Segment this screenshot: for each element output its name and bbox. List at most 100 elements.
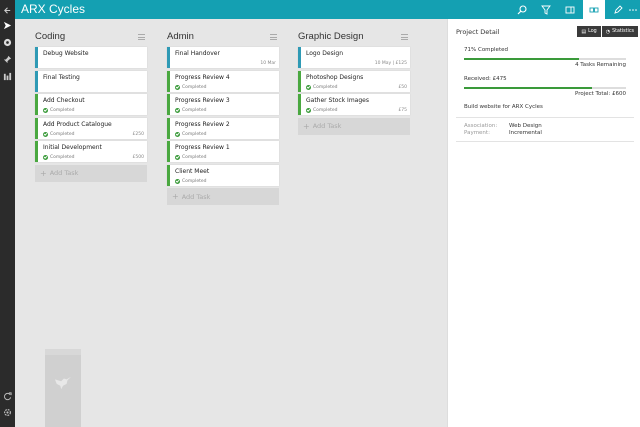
task-title: Add Product Catalogue [43, 120, 112, 128]
check-icon [175, 155, 180, 160]
task-title: Progress Review 2 [175, 120, 230, 128]
association-label: Association: [464, 123, 498, 129]
task-status: Completed [175, 155, 207, 160]
task-card[interactable]: Logo Design 10 May | £125 [298, 47, 410, 68]
panel-title: Project Detail [456, 28, 500, 36]
task-title: Initial Development [43, 144, 102, 151]
completed-text: 71% Completed [464, 47, 508, 53]
check-icon [43, 108, 48, 113]
check-icon [43, 131, 48, 137]
check-icon [175, 131, 180, 137]
task-card[interactable]: Progress Review 2 Completed [167, 117, 279, 139]
task-title: Add Checkout [43, 97, 85, 104]
task-status: Completed [43, 155, 75, 160]
task-title: Final Testing [43, 73, 80, 81]
divider [456, 141, 634, 142]
task-status: Completed [43, 131, 75, 137]
left-rail [0, 0, 15, 427]
record-icon[interactable] [0, 35, 15, 49]
column-admin: Admin Final Handover 10 Mar Progress Rev… [167, 31, 279, 205]
task-title: Photoshop Designs [306, 73, 364, 81]
app-title: ARX Cycles [21, 2, 86, 16]
task-card[interactable]: Progress Review 1 Completed [167, 141, 279, 162]
check-icon [175, 84, 180, 90]
task-title: Progress Review 4 [175, 73, 230, 81]
task-card[interactable]: Final Testing [35, 70, 147, 92]
task-card[interactable]: Initial Development Completed £500 [35, 141, 147, 162]
column-title: Graphic Design [298, 31, 364, 42]
log-button[interactable]: ▤ Log [577, 26, 601, 37]
task-meta: 10 Mar [260, 61, 276, 66]
divider [456, 117, 634, 118]
task-card[interactable]: Progress Review 3 Completed [167, 94, 279, 115]
add-task-button[interactable]: + Add Task [298, 117, 410, 135]
back-arrow-icon[interactable] [0, 3, 15, 17]
tasks-remaining-text: 4 Tasks Remaining [575, 62, 626, 68]
received-text: Received: £475 [464, 76, 507, 82]
task-card[interactable]: Add Checkout Completed [35, 94, 147, 115]
task-card[interactable]: Gather Stock Images Completed £75 [298, 94, 410, 115]
task-status: Completed [175, 84, 207, 90]
kanban-board: Coding Debug Website Final Testing Add C… [15, 19, 447, 427]
statistics-icon: ◔ [605, 28, 611, 35]
task-card[interactable]: Client Meet Completed [167, 164, 279, 186]
expand-icon[interactable] [559, 0, 581, 19]
log-icon: ▤ [581, 28, 587, 35]
task-card[interactable]: Debug Website [35, 47, 147, 68]
task-title: Client Meet [175, 167, 210, 175]
task-meta: 10 May | £125 [374, 61, 407, 66]
settings-icon[interactable] [0, 405, 15, 419]
column-menu-icon[interactable] [401, 34, 408, 40]
more-icon[interactable] [625, 0, 640, 19]
column-menu-icon[interactable] [270, 34, 277, 40]
task-title: Debug Website [43, 50, 89, 57]
project-description: Build website for ARX Cycles [464, 104, 543, 110]
pin-icon[interactable] [0, 52, 15, 66]
task-title: Progress Review 3 [175, 97, 230, 104]
send-icon[interactable] [0, 18, 15, 32]
statistics-button[interactable]: ◔ Statistics [601, 26, 638, 37]
bar-chart-icon[interactable] [0, 69, 15, 83]
payment-label: Payment: [464, 130, 490, 136]
column-title: Coding [35, 31, 66, 42]
task-card[interactable]: Final Handover 10 Mar [167, 47, 279, 68]
task-status: Completed [175, 131, 207, 137]
task-status: Completed [43, 108, 75, 113]
check-icon [175, 178, 180, 184]
column-coding: Coding Debug Website Final Testing Add C… [35, 31, 147, 182]
add-task-button[interactable]: + Add Task [167, 188, 279, 205]
filter-icon[interactable] [535, 0, 557, 19]
payment-progress-bar [464, 87, 626, 89]
task-title: Progress Review 1 [175, 144, 230, 151]
task-meta: £75 [398, 108, 407, 113]
association-value: Web Design [509, 123, 542, 129]
project-detail-panel: Project Detail ▤ Log ◔ Statistics 71% Comp… [447, 19, 640, 427]
task-status: Completed [306, 84, 338, 90]
plus-icon: + [303, 121, 310, 131]
cards-view-icon[interactable] [583, 0, 605, 19]
task-status: Completed [175, 178, 207, 184]
task-card[interactable]: Progress Review 4 Completed [167, 70, 279, 92]
search-icon[interactable] [511, 0, 533, 19]
task-meta: £250 [132, 131, 144, 137]
refresh-icon[interactable] [0, 389, 15, 403]
task-meta: £500 [132, 155, 144, 160]
edit-icon[interactable] [607, 0, 629, 19]
task-title: Final Handover [175, 50, 220, 57]
column-title: Admin [167, 31, 194, 42]
payment-value: Incremental [509, 130, 542, 136]
project-total-text: Project Total: £600 [574, 91, 626, 97]
task-meta: £50 [398, 84, 407, 90]
plus-icon: + [172, 192, 179, 201]
task-card[interactable]: Add Product Catalogue Completed £250 [35, 117, 147, 139]
task-card[interactable]: Photoshop Designs Completed £50 [298, 70, 410, 92]
task-status: Completed [175, 108, 207, 113]
hummingbird-icon [54, 376, 72, 390]
column-menu-icon[interactable] [138, 34, 145, 40]
task-status: Completed [306, 108, 338, 113]
check-icon [175, 108, 180, 113]
check-icon [306, 108, 311, 113]
check-icon [306, 84, 311, 90]
task-title: Gather Stock Images [306, 97, 369, 104]
add-task-button[interactable]: + Add Task [35, 164, 147, 182]
